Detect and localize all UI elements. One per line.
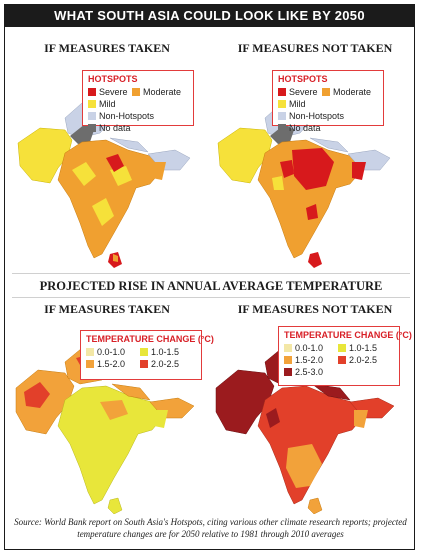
legend-title: HOTSPOTS	[278, 74, 328, 84]
legend-item-non-hotspots: Non-Hotspots	[88, 110, 154, 122]
hotspot-legend-right: HOTSPOTS Severe Moderate Mild Non-Hotspo…	[272, 70, 384, 133]
legend-item-moderate: Moderate	[132, 86, 181, 98]
infographic-frame	[4, 4, 415, 550]
swatch-mild	[278, 100, 286, 108]
legend-title: HOTSPOTS	[88, 74, 138, 84]
swatch-1-5-2	[86, 360, 94, 368]
legend-item-0-1: 0.0-1.0	[86, 346, 140, 358]
swatch-non-hotspots	[88, 112, 96, 120]
legend-item-1-5-2: 1.5-2.0	[284, 354, 338, 366]
swatch-2-5-3	[284, 368, 292, 376]
legend-title: TEMPERATURE CHANGE (°C)	[86, 334, 214, 344]
legend-item-2-2-5: 2.0-2.5	[140, 358, 179, 370]
legend-item-2-2-5: 2.0-2.5	[338, 354, 377, 366]
page-title: WHAT SOUTH ASIA COULD LOOK LIKE BY 2050	[5, 5, 414, 27]
section-divider	[12, 297, 410, 298]
swatch-1-1-5	[338, 344, 346, 352]
legend-item-1-5-2: 1.5-2.0	[86, 358, 140, 370]
swatch-2-2-5	[338, 356, 346, 364]
swatch-non-hotspots	[278, 112, 286, 120]
legend-item-severe: Severe	[278, 86, 322, 98]
hotspot-legend-left: HOTSPOTS Severe Moderate Mild Non-Hotspo…	[82, 70, 194, 133]
legend-item-mild: Mild	[88, 98, 132, 110]
south-asia-map	[17, 102, 191, 268]
source-note: Source: World Bank report on South Asia'…	[14, 517, 407, 539]
legend-item-mild: Mild	[278, 98, 322, 110]
south-asia-map	[217, 102, 391, 268]
legend-item-2-5-3: 2.5-3.0	[284, 366, 338, 378]
swatch-0-1	[86, 348, 94, 356]
legend-item-1-1-5: 1.0-1.5	[140, 346, 179, 358]
hotspot-map-measures-taken	[10, 58, 210, 268]
swatch-moderate	[322, 88, 330, 96]
section-divider	[12, 273, 410, 274]
temperature-left-title: IF MEASURES TAKEN	[44, 302, 170, 316]
hotspot-left-title: IF MEASURES TAKEN	[44, 41, 170, 55]
swatch-severe	[278, 88, 286, 96]
swatch-1-1-5	[140, 348, 148, 356]
legend-item-no-data: No data	[278, 122, 321, 134]
swatch-no-data	[278, 124, 286, 132]
temperature-legend-right: TEMPERATURE CHANGE (°C) 0.0-1.0 1.0-1.5 …	[278, 326, 412, 386]
swatch-moderate	[132, 88, 140, 96]
legend-item-non-hotspots: Non-Hotspots	[278, 110, 344, 122]
legend-item-moderate: Moderate	[322, 86, 371, 98]
hotspot-map-measures-not-taken	[210, 58, 410, 268]
swatch-2-2-5	[140, 360, 148, 368]
swatch-severe	[88, 88, 96, 96]
temperature-legend-left: TEMPERATURE CHANGE (°C) 0.0-1.0 1.0-1.5 …	[80, 330, 214, 380]
legend-item-1-1-5: 1.0-1.5	[338, 342, 377, 354]
hotspot-right-title: IF MEASURES NOT TAKEN	[237, 41, 393, 55]
legend-title: TEMPERATURE CHANGE (°C)	[284, 330, 412, 340]
temperature-section-heading: PROJECTED RISE IN ANNUAL AVERAGE TEMPERA…	[39, 279, 383, 293]
temperature-right-title: IF MEASURES NOT TAKEN	[237, 302, 393, 316]
swatch-mild	[88, 100, 96, 108]
swatch-no-data	[88, 124, 96, 132]
legend-item-no-data: No data	[88, 122, 131, 134]
swatch-0-1	[284, 344, 292, 352]
legend-item-severe: Severe	[88, 86, 132, 98]
legend-item-0-1: 0.0-1.0	[284, 342, 338, 354]
swatch-1-5-2	[284, 356, 292, 364]
